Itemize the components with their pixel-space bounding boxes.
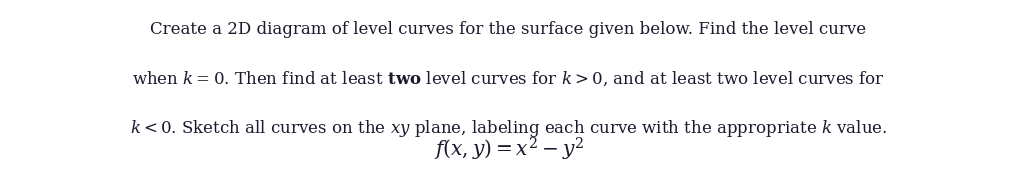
Text: Create a 2D diagram of level curves for the surface given below. Find the level : Create a 2D diagram of level curves for …: [151, 21, 866, 38]
Text: $k < 0$. Sketch all curves on the $xy$ plane, labeling each curve with the appro: $k < 0$. Sketch all curves on the $xy$ p…: [130, 118, 887, 139]
Text: when $k = 0$. Then find at least $\mathbf{two}$ level curves for $k > 0$, and at: when $k = 0$. Then find at least $\mathb…: [132, 69, 885, 88]
Text: $f(x, y) = x^2 - y^2$: $f(x, y) = x^2 - y^2$: [433, 135, 584, 163]
